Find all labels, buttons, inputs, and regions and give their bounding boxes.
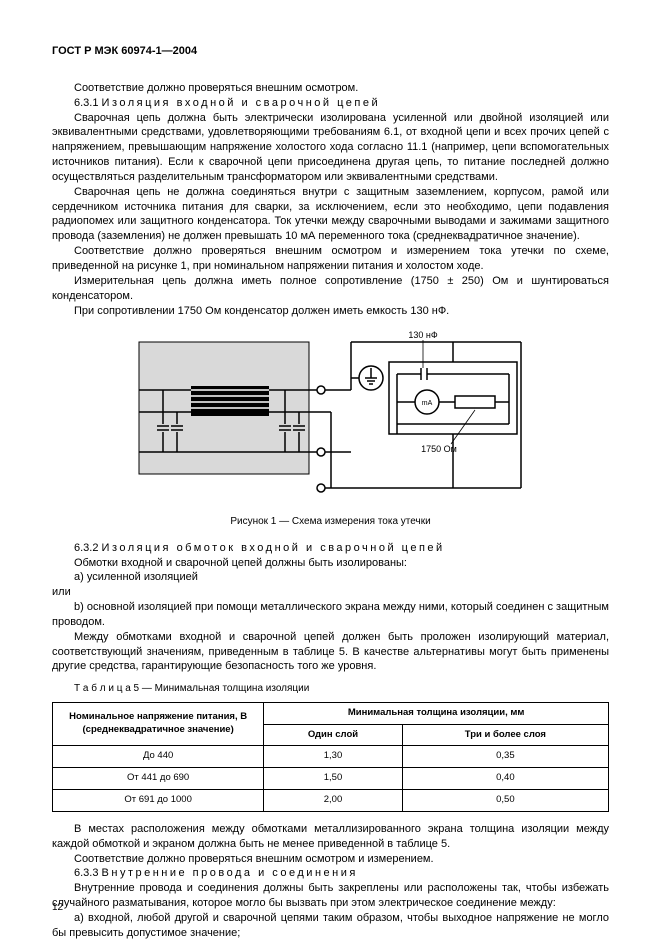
page-number: 12 [52, 901, 63, 915]
table-row: От 441 до 690 1,50 0,40 [53, 768, 609, 790]
paragraph: Соответствие должно проверяться внешним … [52, 81, 609, 96]
section-number: 6.3.2 [74, 542, 102, 554]
section-6-3-3: 6.3.3 Внутренние провода и соединения [52, 866, 609, 881]
table-cell: 2,00 [264, 790, 402, 812]
section-title: Изоляция обмоток входной и сварочной цеп… [102, 542, 445, 554]
figure-caption: Рисунок 1 — Схема измерения тока утечки [52, 515, 609, 529]
table-row: До 440 1,30 0,35 [53, 746, 609, 768]
paragraph: Сварочная цепь должна быть электрически … [52, 111, 609, 185]
doc-header: ГОСТ Р МЭК 60974-1—2004 [52, 44, 609, 59]
table-cell: От 441 до 690 [53, 768, 264, 790]
section-number: 6.3.3 [74, 867, 102, 879]
section-title: Изоляция входной и сварочной цепей [102, 97, 381, 109]
paragraph: Обмотки входной и сварочной цепей должны… [52, 556, 609, 571]
table-row: От 691 до 1000 2,00 0,50 [53, 790, 609, 812]
table-cell: 0,35 [402, 746, 608, 768]
table-cell: 1,50 [264, 768, 402, 790]
table-row: Номинальное напряжение питания, В (средн… [53, 702, 609, 724]
table-cell: 0,50 [402, 790, 608, 812]
table-cell: 1,30 [264, 746, 402, 768]
paragraph: Соответствие должно проверяться внешним … [52, 852, 609, 867]
resistor-label: 1750 Ом [421, 444, 457, 454]
circuit-diagram-icon: mA 130 нФ 1750 Ом [121, 328, 541, 504]
table-cell: От 691 до 1000 [53, 790, 264, 812]
table-header: Три и более слоя [402, 724, 608, 746]
table-header: Минимальная толщина изоляции, мм [264, 702, 609, 724]
mA-label: mA [421, 400, 432, 407]
list-item-a: a) входной, любой другой и сварочной цеп… [52, 911, 609, 941]
list-item-b: b) основной изоляцией при помощи металли… [52, 600, 609, 630]
paragraph: или [52, 585, 609, 600]
section-6-3-1: 6.3.1 Изоляция входной и сварочной цепей [52, 96, 609, 111]
paragraph: Соответствие должно проверяться внешним … [52, 244, 609, 274]
paragraph: Измерительная цепь должна иметь полное с… [52, 274, 609, 304]
section-6-3-2: 6.3.2 Изоляция обмоток входной и сварочн… [52, 541, 609, 556]
paragraph: Сварочная цепь не должна соединяться вну… [52, 185, 609, 244]
table-5: Номинальное напряжение питания, В (средн… [52, 702, 609, 812]
table-header: Один слой [264, 724, 402, 746]
table-header: Номинальное напряжение питания, В (средн… [53, 702, 264, 746]
list-item-a: a) усиленной изоляцией [52, 570, 609, 585]
paragraph: В местах расположения между обмотками ме… [52, 822, 609, 852]
document-page: ГОСТ Р МЭК 60974-1—2004 Соответствие дол… [0, 0, 661, 936]
table-cell: До 440 [53, 746, 264, 768]
section-title: Внутренние провода и соединения [102, 867, 358, 879]
capacitor-label: 130 нФ [408, 330, 437, 340]
table-caption: Т а б л и ц а 5 — Минимальная толщина из… [52, 682, 609, 696]
section-number: 6.3.1 [74, 97, 102, 109]
paragraph: Внутренние провода и соединения должны б… [52, 881, 609, 911]
paragraph: Между обмотками входной и сварочной цепе… [52, 630, 609, 675]
table-cell: 0,40 [402, 768, 608, 790]
figure-1: mA 130 нФ 1750 Ом [52, 328, 609, 509]
paragraph: При сопротивлении 1750 Ом конденсатор до… [52, 304, 609, 319]
